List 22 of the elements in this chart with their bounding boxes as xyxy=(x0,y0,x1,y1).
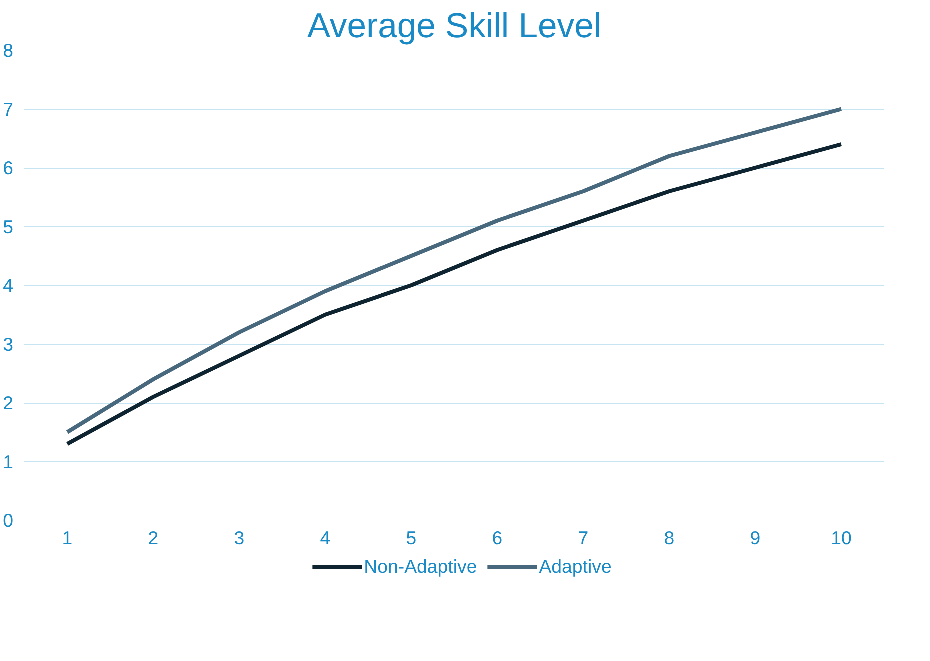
legend-label: Non-Adaptive xyxy=(364,556,478,578)
y-tick-label: 3 xyxy=(3,334,14,355)
x-tick-label: 10 xyxy=(831,528,852,548)
chart-title: Average Skill Level xyxy=(307,8,602,46)
y-tick-label: 8 xyxy=(3,40,14,61)
legend-label: Adaptive xyxy=(539,556,612,578)
x-tick-label: 2 xyxy=(148,528,159,548)
y-tick-label: 1 xyxy=(3,451,14,472)
x-tick-label: 1 xyxy=(62,528,73,548)
x-tick-label: 3 xyxy=(234,528,245,548)
y-tick-label: 0 xyxy=(3,510,14,531)
x-tick-label: 7 xyxy=(578,528,589,548)
y-tick-label: 2 xyxy=(3,392,14,414)
x-tick-label: 8 xyxy=(664,528,675,548)
x-tick-label: 4 xyxy=(320,528,331,548)
x-tick-label: 9 xyxy=(750,528,761,548)
x-tick-label: 5 xyxy=(406,528,417,548)
x-tick-label: 6 xyxy=(492,528,503,548)
y-tick-label: 5 xyxy=(3,216,14,238)
y-tick-label: 7 xyxy=(3,98,14,120)
y-tick-label: 6 xyxy=(3,158,14,178)
y-tick-label: 4 xyxy=(3,275,14,296)
